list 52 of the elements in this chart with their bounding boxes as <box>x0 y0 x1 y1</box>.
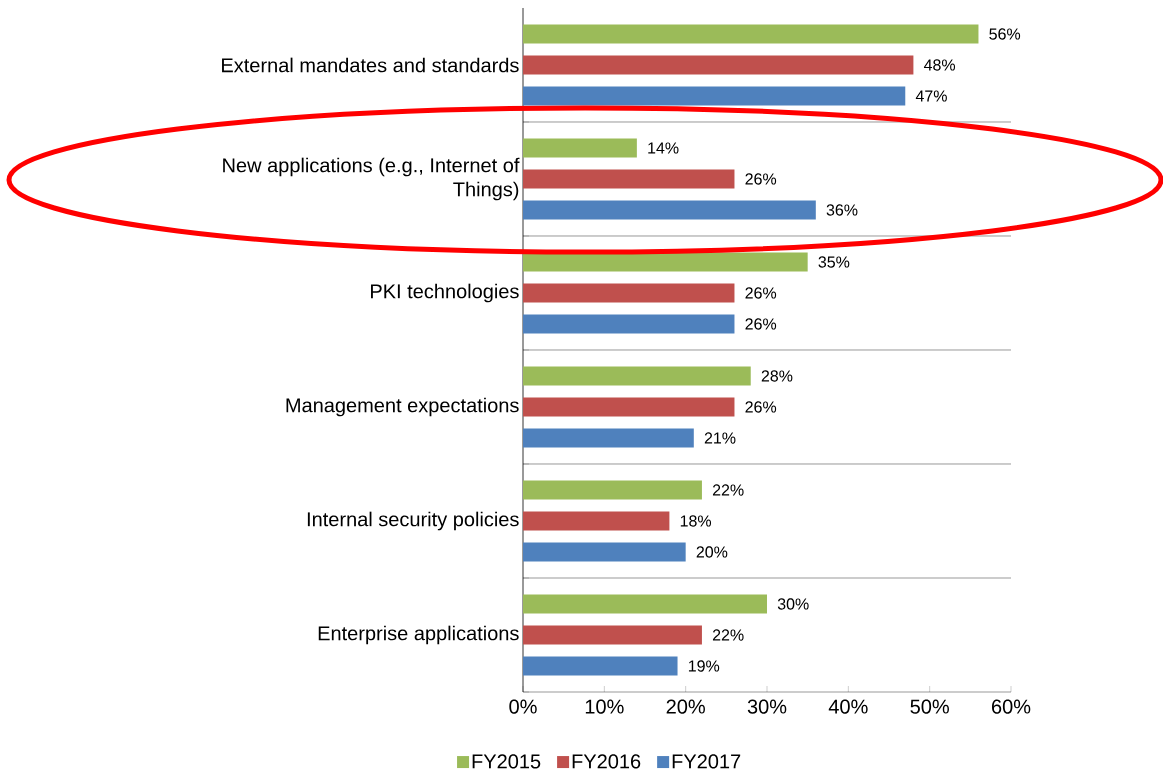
x-tick-label: 0% <box>509 699 537 714</box>
bar <box>523 138 637 158</box>
y-tick-label: Internal security policies <box>307 511 519 531</box>
data-label: 56% <box>989 28 1021 40</box>
bar <box>523 200 816 220</box>
bar <box>523 314 735 334</box>
data-label: 20% <box>696 546 728 558</box>
data-label: 26% <box>745 401 777 413</box>
data-label: 22% <box>712 484 744 496</box>
data-label: 14% <box>648 142 679 154</box>
data-label: 48% <box>923 59 956 71</box>
data-label: 30% <box>777 598 809 610</box>
bar <box>523 480 702 500</box>
bar <box>523 428 694 448</box>
data-label: 26% <box>745 318 777 330</box>
data-label: 26% <box>745 287 777 299</box>
y-tick-label: Enterprise applications <box>318 625 519 645</box>
y-tick-label: New applications (e.g., Internet of Things) <box>223 157 520 201</box>
data-label: 22% <box>712 629 744 641</box>
x-tick-label: 20% <box>666 699 705 714</box>
bar <box>523 397 735 417</box>
bar <box>523 366 751 386</box>
bar <box>523 86 906 106</box>
y-tick-label: PKI technologies <box>371 283 519 303</box>
bar <box>523 511 670 531</box>
legend-label: FY2015 <box>472 754 541 769</box>
x-tick-label: 50% <box>910 699 949 714</box>
data-label: 21% <box>704 432 736 444</box>
data-label: 19% <box>688 660 720 672</box>
bar <box>523 542 686 562</box>
legend-label: FY2017 <box>672 754 741 769</box>
data-label: 26% <box>745 173 777 185</box>
bar <box>523 24 979 44</box>
data-label: 18% <box>680 515 712 527</box>
x-tick-label: 10% <box>585 699 624 714</box>
bar <box>523 169 735 189</box>
bar <box>523 594 767 614</box>
data-label: 47% <box>915 90 947 102</box>
bar <box>523 283 735 303</box>
legend-label: FY2016 <box>572 754 641 769</box>
data-label: 36% <box>826 204 858 216</box>
data-label: 35% <box>818 256 850 268</box>
y-tick-label: Management expectations <box>286 397 519 417</box>
bar <box>523 252 808 272</box>
y-tick-label: External mandates and standards <box>222 57 519 73</box>
bar <box>523 55 914 75</box>
x-tick-label: 60% <box>992 699 1031 714</box>
bar <box>523 656 678 676</box>
bar <box>523 625 702 645</box>
x-tick-label: 30% <box>747 699 787 714</box>
data-label: 28% <box>761 370 793 382</box>
x-tick-label: 40% <box>828 699 868 714</box>
